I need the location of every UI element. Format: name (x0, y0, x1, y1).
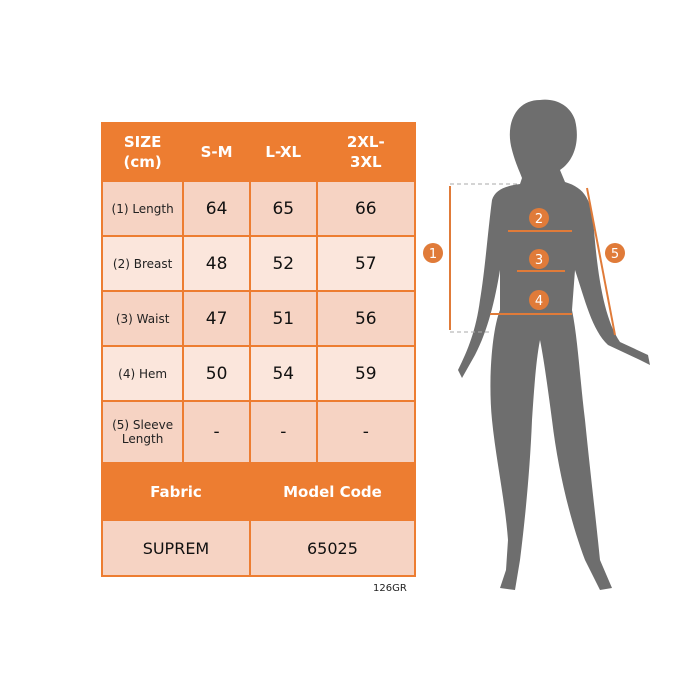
marker-1: 1 (429, 247, 437, 262)
cell: 47 (182, 290, 251, 347)
cell: - (315, 400, 417, 464)
cell: 59 (315, 345, 417, 402)
model-code-header: Model Code (248, 462, 417, 521)
cell: 50 (182, 345, 251, 402)
fabric-header: Fabric (101, 462, 251, 521)
table-row: (1) Length 64 65 66 (100, 180, 417, 237)
cell: 52 (248, 235, 318, 292)
model-code-value: 65025 (248, 519, 417, 577)
size-table: SIZE (cm) S-M L-XL 2XL-3XL (1) Length 64… (100, 122, 417, 577)
fabric-value: SUPREM (101, 519, 251, 577)
row-label: (3) Waist (100, 290, 185, 347)
cell: 51 (248, 290, 318, 347)
figure-shape (458, 99, 650, 590)
cell: 56 (315, 290, 417, 347)
marker-circles (423, 208, 625, 310)
row-label: (5) Sleeve Length (100, 400, 185, 464)
table-row: (5) Sleeve Length - - - (100, 400, 417, 464)
header-row: SIZE (cm) S-M L-XL 2XL-3XL (100, 122, 417, 182)
size-header: SIZE (cm) (100, 122, 185, 182)
table-row: (4) Hem 50 54 59 (100, 345, 417, 402)
marker-2: 2 (535, 212, 543, 227)
row-label: (1) Length (100, 180, 185, 237)
cell: 54 (248, 345, 318, 402)
cell: 57 (315, 235, 417, 292)
body-silhouette: 1 2 3 4 5 (423, 99, 650, 590)
cell: 66 (315, 180, 417, 237)
table-row: (2) Breast 48 52 57 (100, 235, 417, 292)
cell: - (248, 400, 318, 464)
row-label: (2) Breast (100, 235, 185, 292)
marker-4: 4 (535, 294, 543, 309)
row-label: (4) Hem (100, 345, 185, 402)
cell: 64 (182, 180, 251, 237)
cell: 65 (248, 180, 318, 237)
cell: 48 (182, 235, 251, 292)
product-code: 126GR (373, 583, 407, 594)
col-header: S-M (182, 122, 251, 182)
col-header: 2XL-3XL (315, 122, 417, 182)
marker-3: 3 (535, 253, 543, 268)
col-header: L-XL (248, 122, 318, 182)
marker-5: 5 (611, 247, 619, 262)
footer-row: SUPREM 65025 (101, 519, 417, 577)
cell: - (182, 400, 251, 464)
footer-header-row: Fabric Model Code (101, 462, 417, 521)
table-row: (3) Waist 47 51 56 (100, 290, 417, 347)
measurement-lines (449, 183, 616, 336)
